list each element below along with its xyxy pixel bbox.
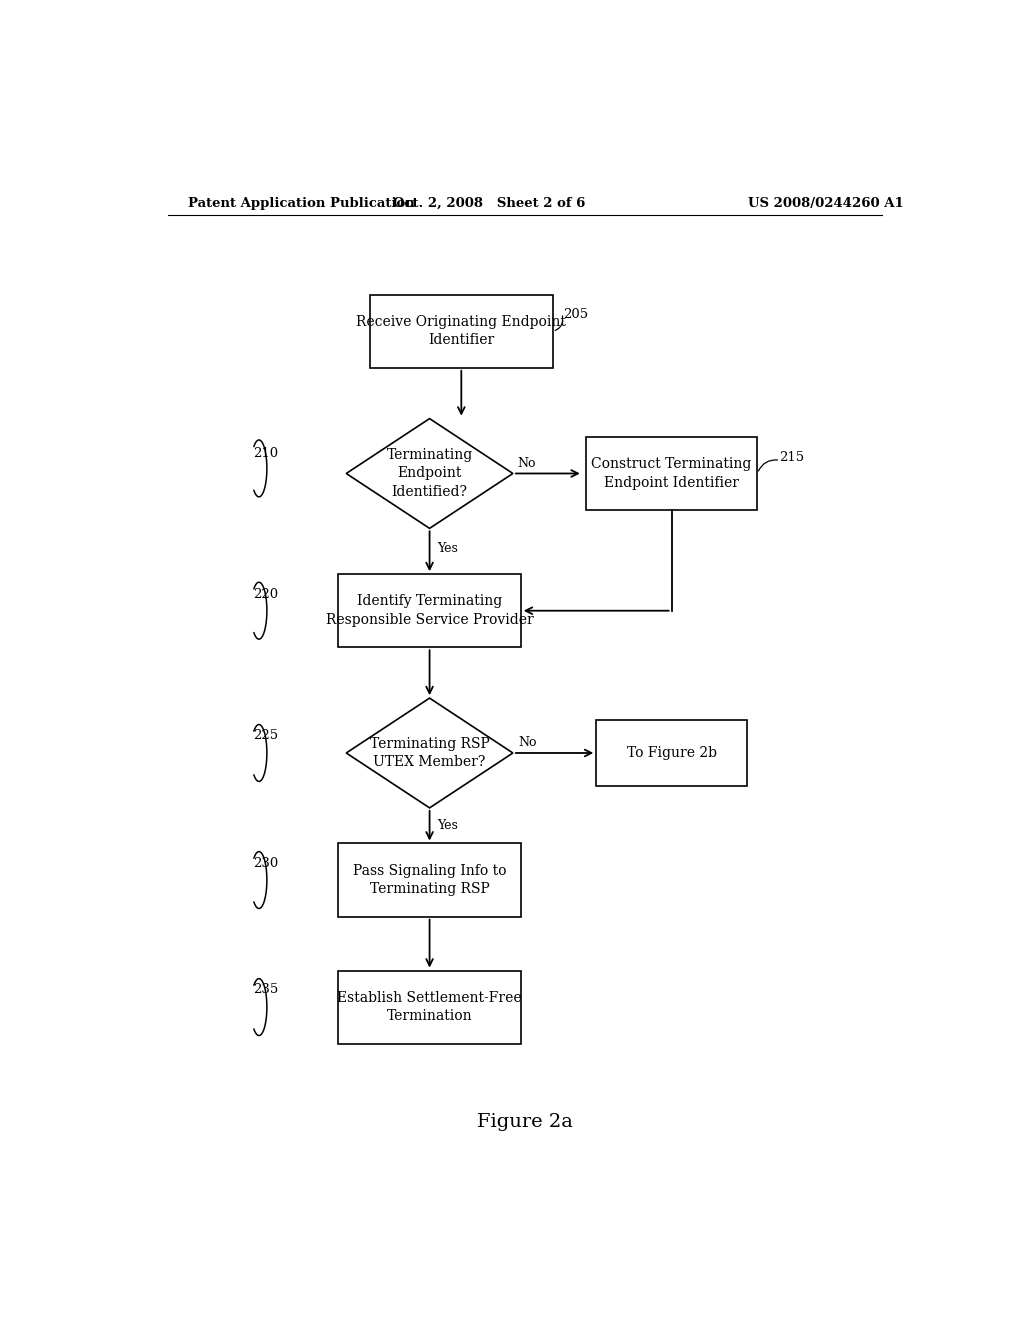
Text: Establish Settlement-Free
Termination: Establish Settlement-Free Termination xyxy=(337,991,522,1023)
Text: To Figure 2b: To Figure 2b xyxy=(627,746,717,760)
Polygon shape xyxy=(346,698,513,808)
FancyBboxPatch shape xyxy=(370,294,553,368)
Text: No: No xyxy=(518,737,537,750)
FancyBboxPatch shape xyxy=(338,843,521,916)
Text: Yes: Yes xyxy=(437,543,459,556)
Text: Terminating
Endpoint
Identified?: Terminating Endpoint Identified? xyxy=(386,447,473,499)
Polygon shape xyxy=(346,418,513,528)
FancyBboxPatch shape xyxy=(587,437,757,510)
FancyBboxPatch shape xyxy=(338,574,521,647)
Text: 205: 205 xyxy=(563,309,588,322)
Text: Patent Application Publication: Patent Application Publication xyxy=(187,197,415,210)
Text: Terminating RSP
UTEX Member?: Terminating RSP UTEX Member? xyxy=(370,737,489,770)
Text: 225: 225 xyxy=(253,729,279,742)
Text: Yes: Yes xyxy=(437,818,459,832)
FancyBboxPatch shape xyxy=(596,719,748,785)
Text: 235: 235 xyxy=(253,983,279,997)
Text: Pass Signaling Info to
Terminating RSP: Pass Signaling Info to Terminating RSP xyxy=(353,863,506,896)
Text: Construct Terminating
Endpoint Identifier: Construct Terminating Endpoint Identifie… xyxy=(592,457,752,490)
Text: 220: 220 xyxy=(253,587,279,601)
Text: Receive Originating Endpoint
Identifier: Receive Originating Endpoint Identifier xyxy=(356,315,566,347)
Text: Figure 2a: Figure 2a xyxy=(477,1113,572,1131)
Text: Identify Terminating
Responsible Service Provider: Identify Terminating Responsible Service… xyxy=(326,594,534,627)
Text: 215: 215 xyxy=(778,450,804,463)
Text: No: No xyxy=(517,457,536,470)
Text: 210: 210 xyxy=(253,446,279,459)
FancyBboxPatch shape xyxy=(338,970,521,1044)
Text: 230: 230 xyxy=(253,857,279,870)
Text: Oct. 2, 2008   Sheet 2 of 6: Oct. 2, 2008 Sheet 2 of 6 xyxy=(393,197,586,210)
Text: US 2008/0244260 A1: US 2008/0244260 A1 xyxy=(749,197,904,210)
